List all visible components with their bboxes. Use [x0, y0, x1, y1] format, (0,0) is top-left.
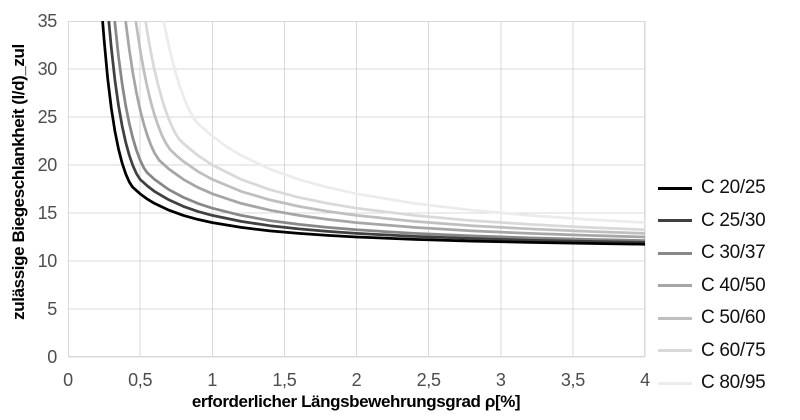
y-tick-label: 20 — [37, 155, 58, 175]
x-tick-label: 3,5 — [560, 370, 585, 390]
y-tick-label: 35 — [37, 11, 58, 31]
legend-label: C 40/50 — [701, 274, 766, 296]
legend-item: C 50/60 — [658, 302, 766, 335]
curve-C-80-95 — [162, 21, 646, 224]
x-tick-label: 1 — [207, 370, 218, 390]
legend-item: C 80/95 — [658, 367, 766, 400]
curve-C-40-50 — [124, 21, 646, 239]
curves-svg — [68, 21, 646, 358]
x-tick-label: 0,5 — [128, 370, 153, 390]
y-tick-label: 25 — [37, 107, 58, 127]
x-tick-label: 2,5 — [416, 370, 441, 390]
legend-item: C 20/25 — [658, 172, 766, 205]
y-tick-label: 30 — [37, 59, 58, 79]
legend-label: C 20/25 — [701, 177, 766, 199]
curve-C-30-37 — [113, 21, 646, 242]
y-axis-title: zulässige Biegeschlankheit (l/d)_zul — [9, 44, 28, 320]
legend-line-swatch — [658, 186, 692, 190]
y-tick-label: 15 — [37, 203, 58, 223]
legend-label: C 25/30 — [701, 209, 766, 231]
x-tick-label: 2 — [351, 370, 362, 390]
x-tick-label: 3 — [495, 370, 506, 390]
legend-line-swatch — [658, 381, 692, 385]
legend-label: C 50/60 — [701, 307, 766, 329]
legend-item: C 60/75 — [658, 335, 766, 368]
y-tick-label: 10 — [37, 251, 58, 271]
curve-C-60-75 — [144, 21, 646, 232]
curve-C-25-30 — [107, 21, 646, 244]
plot-border — [68, 21, 645, 357]
legend-line-swatch — [658, 284, 692, 288]
legend-item: C 30/37 — [658, 237, 766, 270]
legend-item: C 25/30 — [658, 205, 766, 238]
legend: C 20/25 C 25/30 C 30/37 C 40/50 C 50/60 C 60/… — [658, 172, 766, 400]
x-tick-label: 4 — [640, 370, 650, 390]
curve-C-20-25 — [101, 21, 646, 246]
legend-line-swatch — [658, 251, 692, 255]
curve-C-50-60 — [134, 21, 646, 235]
x-axis-title: erforderlicher Längsbewehrungsgrad ρ[%] — [191, 392, 521, 411]
y-tick-label: 0 — [47, 347, 57, 367]
y-tick-label: 5 — [47, 299, 57, 319]
x-tick-label: 1,5 — [272, 370, 297, 390]
plot-area — [68, 21, 646, 358]
legend-item: C 40/50 — [658, 270, 766, 303]
legend-line-swatch — [658, 349, 692, 353]
legend-line-swatch — [658, 316, 692, 320]
x-tick-label: 0 — [63, 370, 73, 390]
legend-line-swatch — [658, 219, 692, 223]
legend-label: C 60/75 — [701, 339, 766, 361]
legend-label: C 30/37 — [701, 242, 766, 264]
legend-label: C 80/95 — [701, 372, 766, 394]
